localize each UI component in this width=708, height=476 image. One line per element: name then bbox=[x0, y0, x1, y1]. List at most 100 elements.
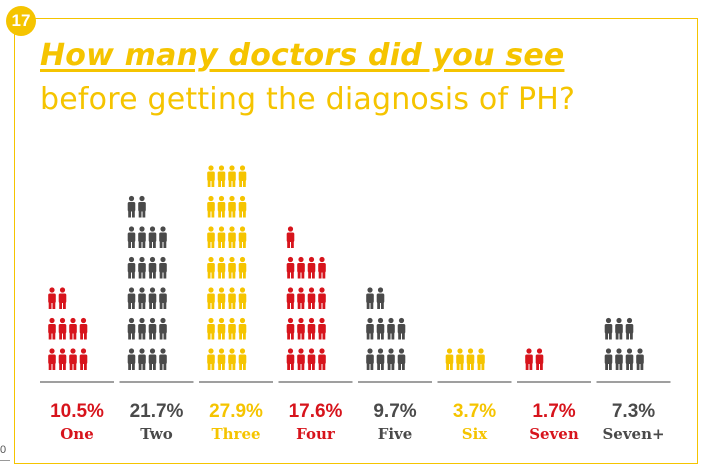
page-number-rule bbox=[0, 460, 10, 461]
person-icon bbox=[366, 287, 374, 309]
value-label: 17.6% bbox=[289, 401, 343, 422]
person-icon bbox=[127, 317, 136, 340]
person-icon bbox=[58, 317, 67, 340]
person-icon bbox=[69, 348, 77, 370]
category-label: Seven bbox=[529, 425, 579, 443]
person-icon bbox=[387, 317, 395, 340]
person-icon bbox=[138, 348, 146, 370]
person-icon bbox=[286, 348, 295, 370]
person-icon bbox=[217, 165, 226, 187]
person-icon bbox=[48, 287, 56, 309]
person-icon bbox=[228, 256, 236, 279]
person-icon bbox=[286, 287, 295, 309]
person-icon bbox=[615, 317, 623, 340]
person-icon bbox=[217, 348, 226, 370]
category-label: Six bbox=[462, 425, 489, 443]
person-icon bbox=[445, 348, 454, 370]
person-icon bbox=[207, 195, 215, 218]
person-icon bbox=[318, 348, 326, 370]
person-icon bbox=[228, 317, 236, 340]
person-icon bbox=[69, 317, 77, 340]
person-icon bbox=[79, 348, 88, 370]
value-label: 7.3% bbox=[612, 401, 655, 422]
person-icon bbox=[307, 317, 316, 340]
person-icon bbox=[217, 287, 226, 309]
person-icon bbox=[307, 348, 316, 370]
person-icon bbox=[397, 348, 406, 370]
chart-title: How many doctors did you see bbox=[40, 38, 565, 73]
value-label: 1.7% bbox=[532, 401, 575, 422]
person-icon bbox=[127, 287, 136, 309]
person-icon bbox=[525, 348, 533, 370]
person-icon bbox=[307, 256, 316, 279]
person-icon bbox=[138, 317, 146, 340]
person-icon bbox=[58, 348, 67, 370]
person-icon bbox=[387, 348, 395, 370]
person-icon bbox=[127, 348, 136, 370]
person-icon bbox=[127, 195, 136, 218]
category-label: Four bbox=[296, 425, 336, 443]
person-icon bbox=[376, 348, 385, 370]
person-icon bbox=[228, 165, 236, 187]
person-icon bbox=[297, 256, 305, 279]
person-icon bbox=[148, 287, 157, 309]
person-icon bbox=[376, 317, 385, 340]
chart-subtitle: before getting the diagnosis of PH? bbox=[40, 82, 576, 117]
person-icon bbox=[48, 317, 56, 340]
person-icon bbox=[138, 287, 146, 309]
person-icon bbox=[535, 348, 544, 370]
person-icon bbox=[48, 348, 56, 370]
category-label: Five bbox=[378, 425, 413, 443]
person-icon bbox=[127, 256, 136, 279]
person-icon bbox=[466, 348, 475, 370]
person-icon bbox=[297, 348, 305, 370]
person-icon bbox=[238, 165, 247, 187]
page-badge: 17 bbox=[6, 6, 36, 36]
value-label: 27.9% bbox=[209, 401, 263, 422]
person-icon bbox=[318, 317, 326, 340]
person-icon bbox=[477, 348, 485, 370]
value-label: 21.7% bbox=[130, 401, 184, 422]
person-icon bbox=[217, 226, 226, 248]
person-icon bbox=[625, 317, 634, 340]
category-label: Two bbox=[140, 425, 172, 443]
person-icon bbox=[307, 287, 316, 309]
person-icon bbox=[456, 348, 464, 370]
person-icon bbox=[217, 317, 226, 340]
person-icon bbox=[286, 226, 295, 248]
person-icon bbox=[318, 256, 326, 279]
person-icon bbox=[297, 317, 305, 340]
chart-frame bbox=[14, 18, 698, 464]
person-icon bbox=[228, 226, 236, 248]
category-label: One bbox=[60, 425, 94, 443]
person-icon bbox=[297, 287, 305, 309]
person-icon bbox=[207, 287, 215, 309]
person-icon bbox=[376, 287, 385, 309]
person-icon bbox=[148, 226, 157, 248]
person-icon bbox=[159, 317, 167, 340]
person-icon bbox=[127, 226, 136, 248]
person-icon bbox=[636, 348, 644, 370]
person-icon bbox=[217, 256, 226, 279]
person-icon bbox=[238, 195, 247, 218]
person-icon bbox=[159, 287, 167, 309]
person-icon bbox=[238, 348, 247, 370]
value-label: 10.5% bbox=[50, 401, 104, 422]
person-icon bbox=[397, 317, 406, 340]
person-icon bbox=[238, 226, 247, 248]
person-icon bbox=[138, 256, 146, 279]
person-icon bbox=[207, 256, 215, 279]
person-icon bbox=[148, 317, 157, 340]
person-icon bbox=[366, 348, 374, 370]
person-icon bbox=[79, 317, 88, 340]
value-label: 3.7% bbox=[453, 401, 496, 422]
person-icon bbox=[238, 287, 247, 309]
person-icon bbox=[625, 348, 634, 370]
person-icon bbox=[138, 226, 146, 248]
person-icon bbox=[159, 256, 167, 279]
person-icon bbox=[286, 317, 295, 340]
person-icon bbox=[207, 348, 215, 370]
person-icon bbox=[207, 226, 215, 248]
person-icon bbox=[159, 226, 167, 248]
person-icon bbox=[238, 317, 247, 340]
